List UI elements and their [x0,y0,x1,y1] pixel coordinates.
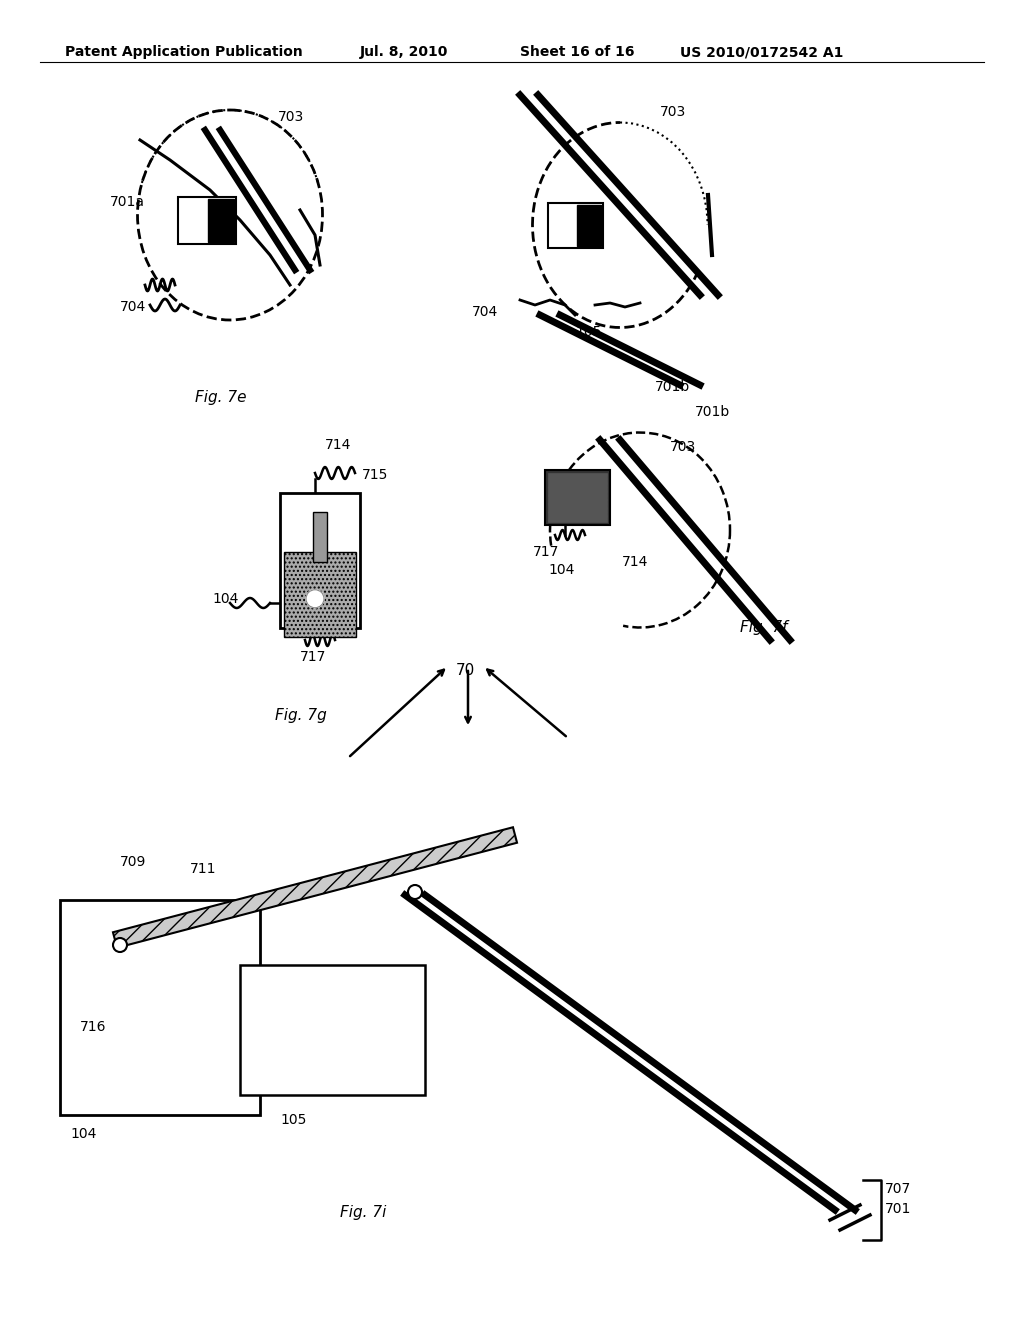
Text: 709: 709 [120,855,146,869]
Text: 716: 716 [80,1020,106,1034]
Bar [178,197,236,244]
Text: Jul. 8, 2010: Jul. 8, 2010 [360,45,449,59]
Bar [240,965,425,1096]
Bar [284,552,356,638]
Text: 104: 104 [548,564,574,577]
Text: Fig. 7e: Fig. 7e [195,389,247,405]
Bar [208,199,234,242]
Text: 701b: 701b [655,380,690,393]
Bar [577,205,601,246]
Text: 717: 717 [534,545,559,558]
Bar [313,512,327,562]
Text: 703: 703 [278,110,304,124]
Text: Sheet 16 of 16: Sheet 16 of 16 [520,45,635,59]
Text: Patent Application Publication: Patent Application Publication [65,45,303,59]
Text: Fig. 7g: Fig. 7g [275,708,327,723]
Text: 704: 704 [472,305,499,319]
Text: 714: 714 [325,438,351,451]
Text: 707: 707 [885,1181,911,1196]
Text: 104: 104 [182,216,206,230]
Text: 703: 703 [660,106,686,119]
Text: 105: 105 [575,325,601,339]
Text: 701a: 701a [110,195,145,209]
Bar [280,492,360,628]
Text: Fig. 7i: Fig. 7i [340,1205,386,1220]
Text: 717: 717 [300,649,327,664]
Text: 104: 104 [551,222,574,234]
Circle shape [306,590,324,607]
Text: 104: 104 [212,591,239,606]
Text: 711: 711 [190,862,216,876]
Text: 104: 104 [70,1127,96,1140]
Text: 714: 714 [622,554,648,569]
Text: US 2010/0172542 A1: US 2010/0172542 A1 [680,45,844,59]
Polygon shape [113,828,517,948]
Text: 701: 701 [885,1203,911,1216]
Text: 715: 715 [362,469,388,482]
Text: 70: 70 [456,663,475,678]
Circle shape [408,884,422,899]
Text: 701b: 701b [695,405,730,418]
Text: 703: 703 [385,861,412,874]
Text: 704: 704 [120,300,146,314]
Bar [545,470,610,525]
Circle shape [113,939,127,952]
Text: 105: 105 [280,1113,306,1127]
Text: Fig. 7f: Fig. 7f [740,620,787,635]
Bar [548,473,607,521]
Bar [60,900,260,1115]
Text: 703: 703 [670,440,696,454]
Bar [548,203,603,248]
